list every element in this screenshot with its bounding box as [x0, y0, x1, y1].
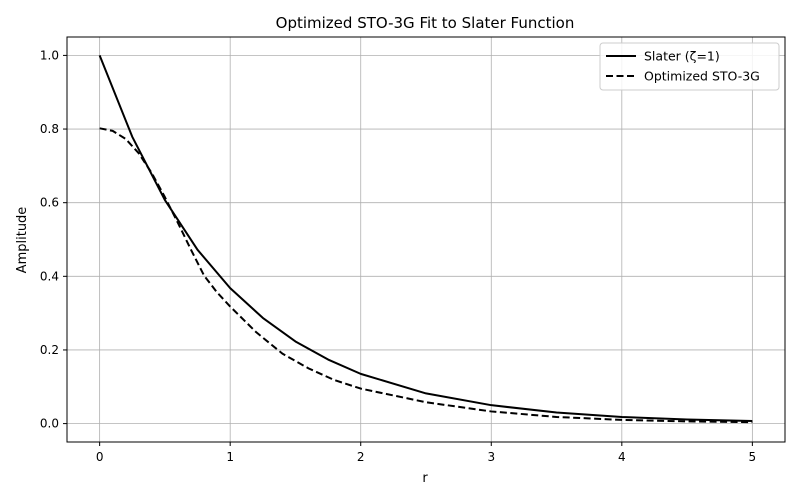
legend-label-0: Slater (ζ=1): [644, 49, 720, 64]
plot-frame: [66, 36, 786, 443]
series-line-1: [99, 127, 753, 424]
x-tick-label-1: 1: [226, 450, 234, 464]
y-tick-label-5: 1.0: [40, 48, 59, 62]
y-tick-label-1: 0.2: [40, 343, 59, 357]
chart-title: Optimized STO-3G Fit to Slater Function: [276, 14, 575, 32]
y-tick-label-2: 0.4: [40, 269, 59, 283]
x-tick-label-3: 3: [487, 450, 495, 464]
y-axis-label: Amplitude: [15, 207, 30, 274]
ticks-group: 0 1 2 3 4 5 0.0 0.2 0.4 0.6 0.8 1.0: [40, 48, 756, 464]
y-tick-label-4: 0.8: [40, 122, 59, 136]
legend: Slater (ζ=1) Optimized STO-3G: [599, 42, 780, 91]
x-tick-label-2: 2: [357, 450, 365, 464]
y-tick-label-3: 0.6: [40, 196, 59, 210]
grid: [67, 37, 785, 442]
series-group: [98, 55, 753, 424]
x-tick-label-5: 5: [749, 450, 757, 464]
x-axis-label: r: [422, 471, 428, 486]
x-tick-label-0: 0: [96, 450, 104, 464]
legend-label-1: Optimized STO-3G: [644, 69, 760, 84]
legend-box: [599, 42, 780, 91]
x-tick-label-4: 4: [618, 450, 626, 464]
y-tick-label-0: 0.0: [40, 417, 59, 431]
